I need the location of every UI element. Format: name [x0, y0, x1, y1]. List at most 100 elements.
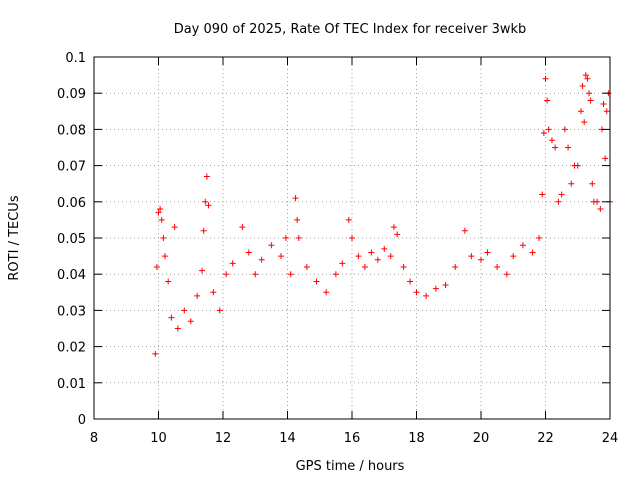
- data-point: [478, 256, 484, 263]
- data-point: [158, 216, 165, 223]
- data-point: [555, 198, 562, 205]
- x-tick-label: 18: [408, 431, 425, 446]
- data-point: [582, 72, 589, 79]
- data-point: [544, 97, 551, 104]
- data-point: [558, 191, 565, 198]
- data-point: [155, 209, 162, 216]
- data-point: [152, 350, 159, 357]
- x-tick-label: 14: [279, 431, 296, 446]
- data-point: [229, 260, 236, 267]
- data-point: [540, 130, 547, 137]
- data-point: [400, 263, 407, 270]
- x-tick-label: 16: [344, 431, 361, 446]
- data-point: [313, 278, 320, 285]
- data-point: [287, 271, 294, 278]
- data-point: [323, 289, 330, 296]
- data-point: [594, 198, 601, 205]
- data-point: [202, 198, 209, 205]
- data-point: [423, 292, 430, 299]
- data-point: [223, 271, 230, 278]
- y-tick-label: 0.03: [57, 304, 86, 319]
- y-tick-label: 0.1: [65, 51, 86, 66]
- data-point: [597, 206, 604, 213]
- x-tick-label: 22: [537, 431, 554, 446]
- y-tick-label: 0.06: [57, 196, 86, 211]
- y-tick-label: 0.02: [57, 341, 86, 356]
- y-tick-label: 0.01: [57, 377, 86, 392]
- data-point: [548, 137, 555, 144]
- data-point: [579, 82, 586, 89]
- data-point: [205, 202, 212, 209]
- y-tick-label: 0.05: [57, 232, 86, 247]
- data-point: [407, 278, 414, 285]
- data-point: [349, 235, 355, 241]
- plot-frame: [93, 56, 611, 420]
- data-point: [390, 224, 397, 231]
- data-point: [278, 253, 285, 260]
- data-point: [468, 253, 475, 260]
- data-point: [339, 260, 346, 267]
- x-axis-label: GPS time / hours: [296, 459, 405, 474]
- data-point: [561, 126, 568, 133]
- data-point: [519, 242, 526, 249]
- data-point: [494, 263, 501, 270]
- data-point: [187, 318, 194, 325]
- data-point: [432, 285, 439, 292]
- data-point: [181, 307, 188, 314]
- x-tick-label: 20: [473, 431, 490, 446]
- data-point: [157, 206, 164, 213]
- x-tick-label: 24: [602, 431, 619, 446]
- data-point: [203, 173, 210, 180]
- data-point: [542, 75, 549, 82]
- data-point: [268, 242, 275, 249]
- data-point: [529, 249, 536, 256]
- data-point: [245, 249, 252, 256]
- data-point: [387, 253, 394, 260]
- data-point: [199, 267, 206, 274]
- data-point: [394, 231, 401, 238]
- y-tick-label: 0.09: [57, 87, 86, 102]
- data-point: [368, 249, 375, 256]
- data-point: [536, 235, 543, 241]
- data-point: [332, 271, 339, 278]
- y-tick-label: 0.07: [57, 160, 86, 175]
- data-point: [461, 227, 468, 234]
- data-point: [374, 256, 381, 263]
- data-points: [152, 72, 613, 357]
- y-tick-label: 0.08: [57, 123, 86, 138]
- data-point: [587, 97, 594, 104]
- data-point: [282, 235, 289, 241]
- axis-ticks: 0 0.01 0.02 0.03 0.04 0.05 0.06 0.07 0.08 0.09 0.1…: [57, 51, 618, 446]
- data-point: [568, 180, 575, 187]
- x-tick-label: 10: [150, 431, 167, 446]
- data-point: [294, 216, 301, 223]
- data-point: [161, 253, 168, 260]
- data-point: [603, 108, 610, 115]
- data-point: [210, 289, 217, 296]
- data-point: [442, 282, 449, 289]
- data-point: [510, 253, 517, 260]
- data-point: [160, 235, 167, 241]
- x-tick-label: 12: [215, 431, 232, 446]
- chart-title: Day 090 of 2025, Rate Of TEC Index for r…: [174, 22, 527, 37]
- data-point: [216, 307, 223, 314]
- data-point: [292, 195, 299, 202]
- data-point: [586, 90, 593, 97]
- data-point: [484, 249, 491, 256]
- data-point: [345, 216, 352, 223]
- data-point: [413, 289, 420, 296]
- data-point: [574, 162, 581, 169]
- data-point: [153, 263, 160, 270]
- data-point: [552, 144, 559, 151]
- data-point: [252, 271, 259, 278]
- data-point: [295, 235, 302, 241]
- data-point: [361, 263, 368, 270]
- y-tick-label: 0: [78, 413, 86, 428]
- data-point: [584, 75, 591, 82]
- data-point: [303, 263, 310, 270]
- data-point: [194, 292, 201, 299]
- data-point: [355, 253, 362, 260]
- data-point: [381, 245, 388, 252]
- data-point: [565, 144, 572, 151]
- data-point: [200, 227, 207, 234]
